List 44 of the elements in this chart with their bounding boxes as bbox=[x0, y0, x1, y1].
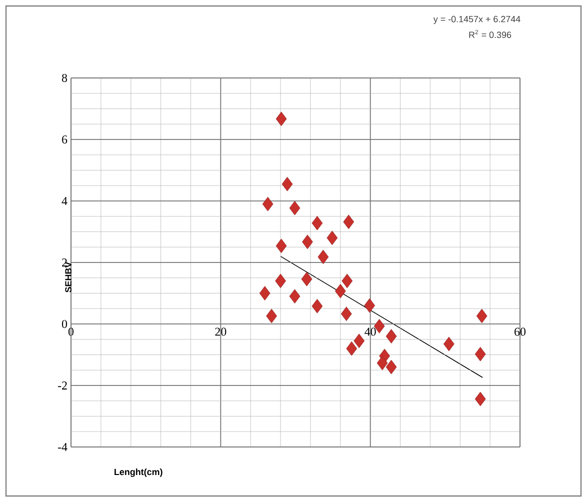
point bbox=[312, 298, 323, 314]
point bbox=[443, 336, 454, 352]
x-axis-title: Lenght(cm) bbox=[114, 468, 162, 477]
point bbox=[276, 238, 287, 254]
x-tick-label: 60 bbox=[514, 328, 526, 336]
text: y = -0.1457x + 6.2744 bbox=[433, 16, 520, 24]
x-tick-label: 40 bbox=[364, 328, 376, 336]
point bbox=[386, 360, 397, 374]
point bbox=[386, 329, 397, 344]
point bbox=[334, 284, 346, 298]
point bbox=[266, 308, 277, 324]
point bbox=[275, 274, 286, 288]
point bbox=[302, 234, 313, 250]
y-tick-label: -4 bbox=[58, 443, 68, 451]
point bbox=[289, 289, 300, 304]
point bbox=[343, 214, 354, 230]
point bbox=[474, 346, 486, 362]
y-tick-label: 6 bbox=[62, 135, 68, 144]
point bbox=[318, 250, 329, 264]
point bbox=[312, 216, 323, 230]
point bbox=[342, 274, 353, 288]
point bbox=[346, 341, 358, 356]
y-tick-label: 8 bbox=[62, 74, 68, 82]
point bbox=[474, 392, 486, 406]
y-tick-label: 0 bbox=[62, 320, 68, 328]
x-tick-label: 0 bbox=[68, 328, 74, 336]
point bbox=[340, 306, 352, 322]
point bbox=[326, 230, 338, 246]
point bbox=[282, 176, 293, 192]
text: R$^{2}$ = 0.396 bbox=[469, 30, 512, 38]
point bbox=[276, 112, 287, 126]
point bbox=[354, 334, 365, 348]
point bbox=[259, 286, 270, 300]
point bbox=[262, 196, 274, 212]
point bbox=[476, 308, 488, 324]
point bbox=[376, 356, 388, 370]
point bbox=[289, 200, 300, 216]
point bbox=[301, 272, 312, 286]
y-tick-label: 2 bbox=[62, 258, 67, 266]
y-tick-label: 4 bbox=[62, 197, 68, 205]
point bbox=[364, 298, 376, 313]
y-axis-title: SEHBV bbox=[65, 262, 72, 292]
x-tick-label: 20 bbox=[215, 328, 226, 336]
y-tick-label: -2 bbox=[58, 382, 67, 390]
